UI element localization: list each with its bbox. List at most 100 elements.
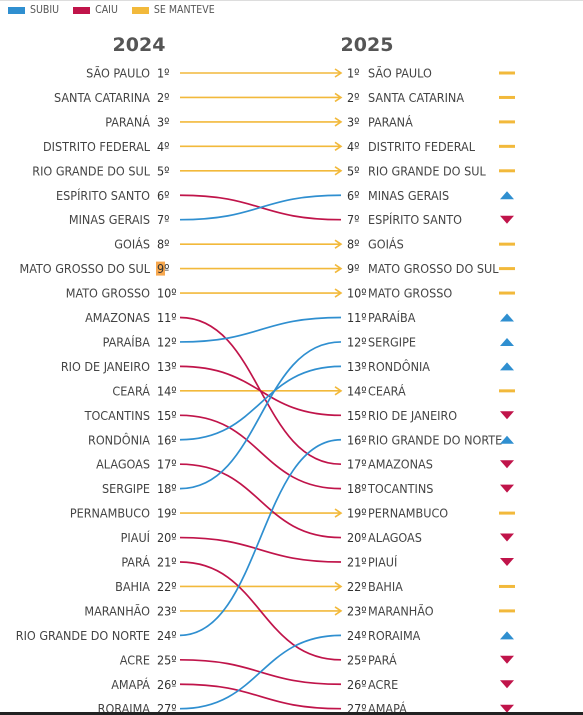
right-state-santa-catarina: SANTA CATARINA [368, 90, 464, 105]
dash-icon [499, 584, 515, 588]
dash-icon [499, 511, 515, 515]
left-rank-mato-grosso-do-sul: 9º [157, 261, 169, 276]
left-state-rondonia: RONDÔNIA [88, 432, 150, 447]
top-rule [0, 0, 583, 1]
left-state-mato-grosso-do-sul: MATO GROSSO DO SUL [19, 261, 150, 276]
slope-line-minas-gerais [179, 194, 342, 221]
right-state-piaui: PIAUÍ [368, 555, 397, 570]
left-state-santa-catarina: SANTA CATARINA [54, 90, 150, 105]
right-state-parana: PARANÁ [368, 114, 413, 129]
left-state-para: PARÁ [121, 555, 150, 570]
right-state-bahia: BAHIA [368, 579, 403, 594]
left-rank-sergipe: 18º [157, 481, 177, 496]
left-rank-rio-de-janeiro: 13º [157, 359, 177, 374]
right-state-maranhao: MARANHÃO [368, 603, 434, 618]
left-state-goias: GOIÁS [114, 237, 150, 252]
right-rank-amapa: 27º [347, 701, 367, 715]
right-state-mato-grosso: MATO GROSSO [368, 286, 452, 301]
legend-label-up: SUBIU [30, 4, 60, 16]
right-rank-sergipe: 12º [347, 334, 367, 349]
dash-icon [499, 71, 515, 75]
arrowhead-mato-grosso-do-sul [334, 263, 343, 274]
left-state-rio-de-janeiro: RIO DE JANEIRO [61, 359, 150, 374]
arrowhead-maranhao [334, 606, 343, 616]
left-state-maranhao: MARANHÃO [84, 603, 150, 618]
right-state-rio-grande-do-norte: RIO GRANDE DO NORTE [368, 432, 502, 447]
right-rank-para: 25º [347, 652, 367, 667]
up-triangle-icon [500, 435, 514, 444]
left-rank-espirito-santo: 6º [157, 188, 169, 203]
left-rank-acre: 25º [157, 652, 177, 667]
year-2024-header: 2024 [113, 34, 166, 56]
dash-icon [499, 267, 515, 271]
left-state-acre: ACRE [120, 652, 150, 667]
left-rank-minas-gerais: 7º [157, 212, 169, 227]
slope-line-amapa [179, 683, 342, 710]
up-triangle-icon [500, 313, 514, 322]
left-state-amapa: AMAPÁ [111, 677, 150, 692]
dash-icon [499, 242, 515, 246]
legend-label-down: CAIU [95, 4, 118, 16]
right-rank-sao-paulo: 1º [347, 66, 359, 81]
down-triangle-icon [500, 704, 514, 713]
right-rank-paraiba: 11º [347, 310, 367, 325]
right-state-para: PARÁ [368, 652, 397, 667]
right-rank-tocantins: 18º [347, 481, 367, 496]
right-rank-maranhao: 23º [347, 603, 367, 618]
right-state-tocantins: TOCANTINS [367, 481, 433, 496]
dash-icon [499, 609, 515, 613]
right-rank-acre: 26º [347, 677, 367, 692]
right-rank-roraima: 24º [347, 628, 367, 643]
right-state-sergipe: SERGIPE [368, 334, 416, 349]
left-rank-para: 21º [157, 555, 177, 570]
right-state-roraima: RORAIMA [368, 628, 421, 643]
right-rank-goias: 8º [347, 237, 359, 252]
right-state-mato-grosso-do-sul: MATO GROSSO DO SUL [368, 261, 499, 276]
left-state-espirito-santo: ESPÍRITO SANTO [56, 188, 150, 203]
up-triangle-icon [500, 362, 514, 371]
right-state-rio-de-janeiro: RIO DE JANEIRO [368, 408, 457, 423]
slope-line-para [179, 561, 342, 661]
left-state-sergipe: SERGIPE [102, 481, 150, 496]
left-state-rio-grande-do-norte: RIO GRANDE DO NORTE [16, 628, 150, 643]
left-state-mato-grosso: MATO GROSSO [66, 286, 150, 301]
legend: SUBIU CAIU SE MANTEVE [8, 2, 229, 18]
arrowhead-distrito-federal [334, 141, 343, 152]
right-rank-minas-gerais: 6º [347, 188, 359, 203]
right-state-paraiba: PARAÍBA [368, 310, 416, 325]
left-rank-maranhao: 23º [157, 603, 177, 618]
arrowhead-rio-grande-do-sul [334, 166, 343, 176]
right-state-pernambuco: PERNAMBUCO [368, 506, 448, 521]
left-rank-goias: 8º [157, 237, 169, 252]
right-rank-piaui: 21º [347, 555, 367, 570]
down-triangle-icon [500, 680, 514, 689]
slope-line-roraima [179, 634, 342, 710]
slope-line-tocantins [179, 414, 342, 490]
right-state-rondonia: RONDÔNIA [368, 359, 430, 374]
down-triangle-icon [500, 533, 514, 542]
slope-lines [179, 68, 343, 710]
slope-line-paraiba [179, 316, 342, 343]
left-rank-distrito-federal: 4º [157, 139, 169, 154]
legend-swatch-up [8, 6, 25, 14]
left-state-minas-gerais: MINAS GERAIS [69, 212, 150, 227]
right-rank-amazonas: 17º [347, 457, 367, 472]
left-rank-rio-grande-do-sul: 5º [157, 163, 169, 178]
right-rank-rondonia: 13º [347, 359, 367, 374]
right-rank-mato-grosso-do-sul: 9º [347, 261, 359, 276]
down-triangle-icon [500, 484, 514, 493]
left-state-distrito-federal: DISTRITO FEDERAL [43, 139, 151, 154]
year-2025-header: 2025 [341, 34, 394, 56]
left-rank-ceara: 14º [157, 383, 177, 398]
right-rank-alagoas: 20º [347, 530, 367, 545]
right-rank-ceara: 14º [347, 383, 367, 398]
slope-line-piaui [179, 536, 342, 563]
left-rank-santa-catarina: 2º [157, 90, 169, 105]
arrowhead-pernambuco [334, 508, 343, 518]
right-state-ceara: CEARÁ [368, 383, 406, 398]
arrowhead-mato-grosso [334, 288, 343, 298]
down-triangle-icon [500, 411, 514, 420]
left-rank-bahia: 22º [157, 579, 177, 594]
arrowhead-santa-catarina [334, 92, 343, 103]
left-rank-roraima: 27º [157, 701, 177, 715]
